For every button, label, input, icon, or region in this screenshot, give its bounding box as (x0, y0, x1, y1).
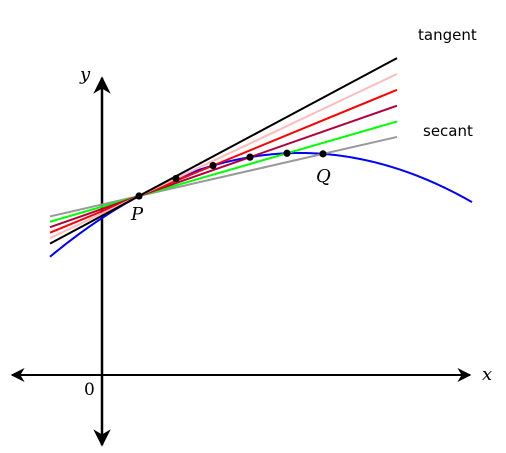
secant-line-3 (49, 104, 398, 229)
point-q-label: Q (316, 166, 331, 187)
secant-point (209, 161, 217, 170)
tangent-line (49, 57, 398, 245)
x-axis-label: x (482, 364, 492, 385)
origin-label: 0 (84, 380, 95, 400)
secant-line-4 (49, 88, 398, 234)
secant-line-pq (49, 135, 398, 218)
secant-point (246, 153, 254, 161)
secant-line-5 (49, 73, 398, 240)
secant-line-2 (49, 120, 398, 223)
secant-label: secant (423, 122, 473, 140)
lines-group (49, 57, 398, 245)
tangent-label: tangent (418, 26, 477, 44)
point-p (135, 192, 143, 200)
point-p-label: P (130, 204, 144, 225)
secant-point (172, 174, 180, 183)
y-axis-label: y (79, 64, 91, 85)
point-q (319, 150, 327, 158)
secant-point (283, 149, 291, 157)
points-group (135, 149, 327, 200)
